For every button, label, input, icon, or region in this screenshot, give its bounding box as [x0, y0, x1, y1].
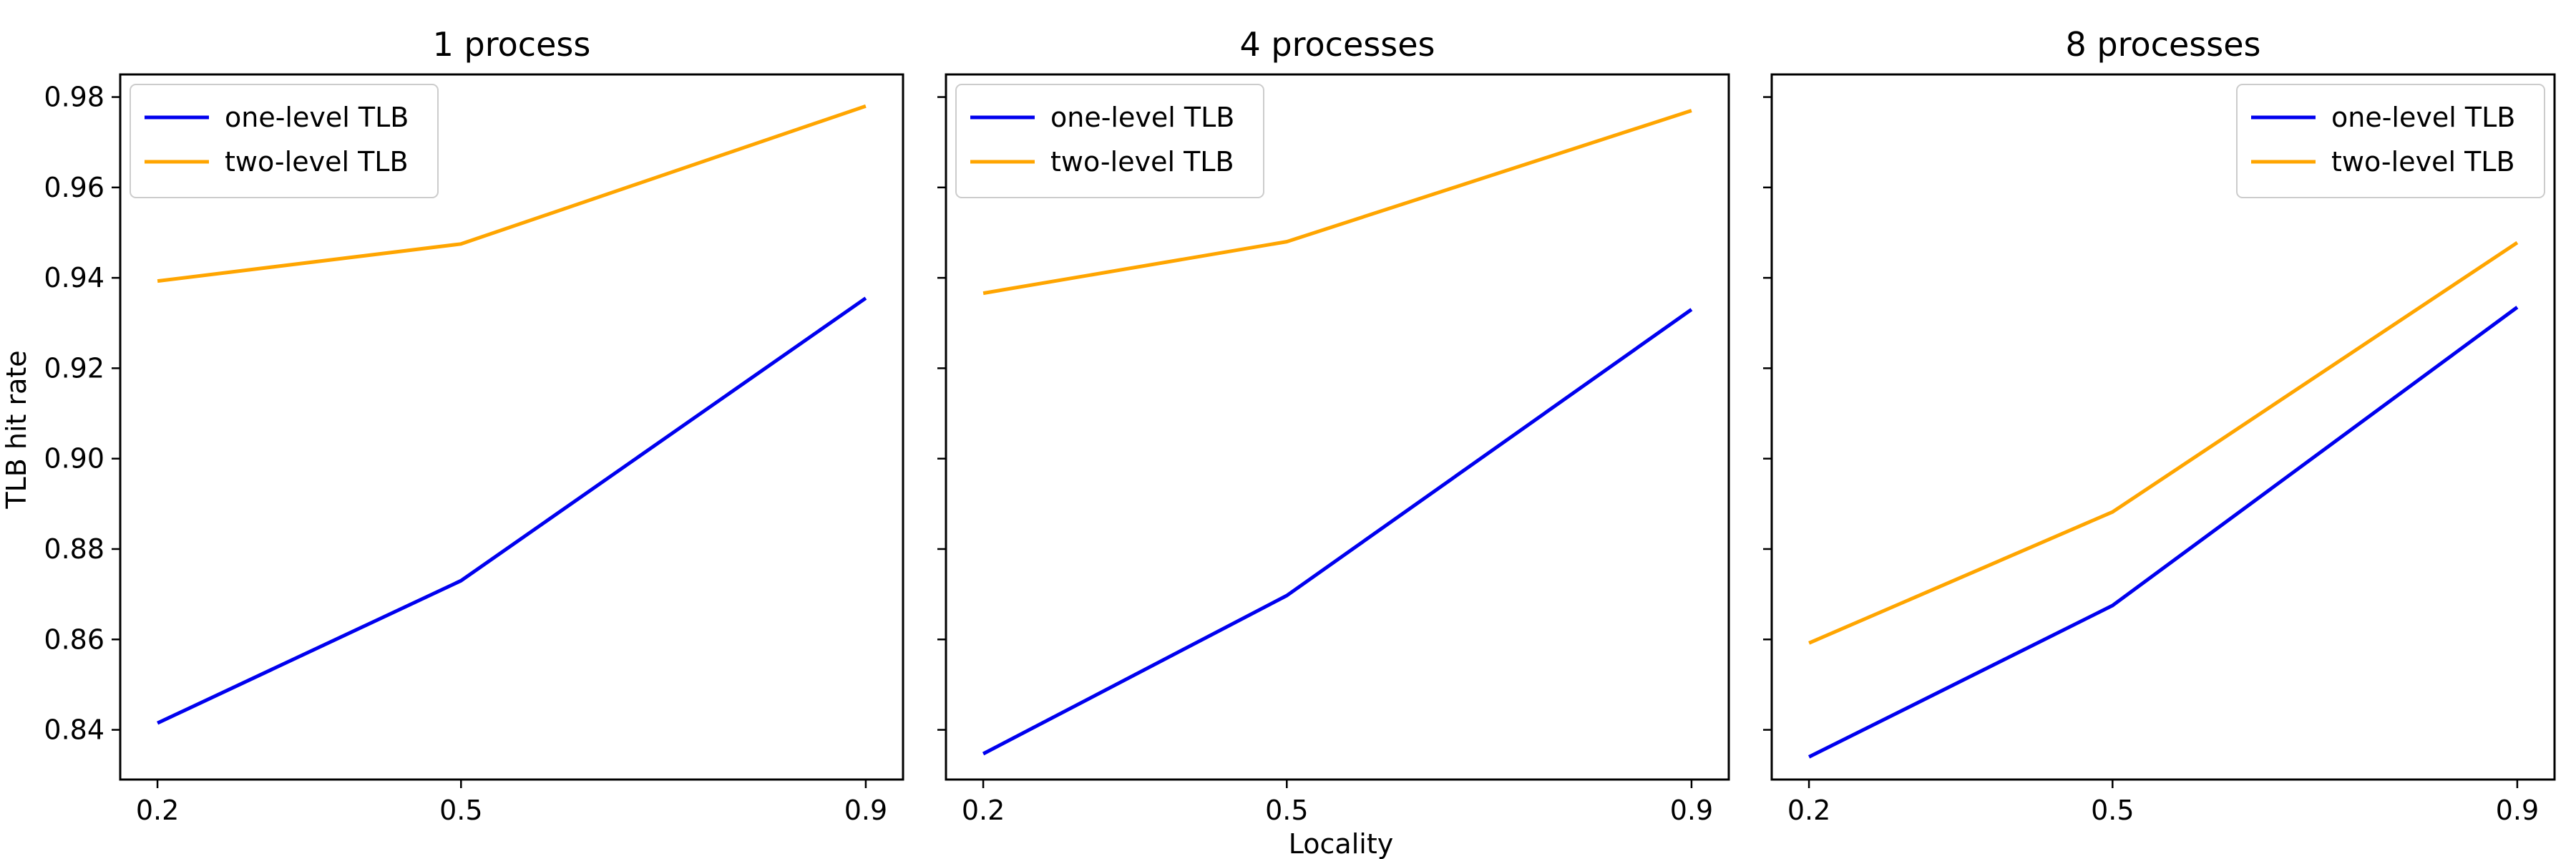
series-line-one-level — [1807, 306, 2519, 759]
plot-frame — [119, 73, 904, 781]
series-line-one-level — [157, 296, 867, 725]
plot-frame — [945, 73, 1730, 781]
legend-label: two-level TLB — [225, 146, 409, 178]
x-tick-label: 0.2 — [1787, 795, 1830, 826]
legend: one-level TLB two-level TLB — [130, 84, 439, 198]
x-tick-label: 0.5 — [439, 795, 482, 826]
chart-panels: 1 process 0.2 0.5 0.9 0.84 0.86 0.88 0.90 0.92 0.… — [44, 25, 2556, 826]
y-tick-label: 0.92 — [44, 352, 104, 384]
legend-box — [2236, 84, 2545, 198]
series-line-one-level — [982, 308, 1693, 756]
series-line-two-level — [982, 109, 1692, 296]
legend-label: one-level TLB — [1050, 102, 1234, 133]
legend: one-level TLB two-level TLB — [2236, 84, 2545, 198]
legend-box — [130, 84, 439, 198]
chart-panel-2: 4 processes 0.2 0.5 0.9 one-level TLB two-lev… — [937, 25, 1730, 826]
x-tick-label: 0.2 — [962, 795, 1005, 826]
chart-panel-3: 8 processes 0.2 0.5 0.9 one-level TLB two-lev… — [1763, 25, 2556, 826]
legend: one-level TLB two-level TLB — [955, 84, 1264, 198]
x-tick-label: 0.9 — [1670, 795, 1713, 826]
x-tick-label: 0.5 — [1265, 795, 1308, 826]
legend-label: two-level TLB — [2331, 146, 2515, 178]
chart-title: 8 processes — [2066, 25, 2261, 64]
y-tick-label: 0.96 — [44, 172, 104, 203]
chart-panel-1: 1 process 0.2 0.5 0.9 0.84 0.86 0.88 0.90 0.92 0.… — [44, 25, 904, 826]
x-tick-label: 0.2 — [136, 795, 179, 826]
plot-frame — [1770, 73, 2556, 781]
y-tick-label: 0.94 — [44, 262, 104, 293]
series-line-two-level — [1808, 241, 2519, 645]
chart-title: 1 process — [433, 25, 591, 64]
y-tick-label: 0.90 — [44, 443, 104, 475]
y-tick-label: 0.98 — [44, 82, 104, 113]
x-axis-label: Locality — [1289, 828, 1393, 859]
legend-label: one-level TLB — [225, 102, 409, 133]
x-tick-label: 0.5 — [2091, 795, 2134, 826]
y-tick-label: 0.86 — [44, 623, 104, 655]
x-tick-label: 0.9 — [2496, 795, 2539, 826]
x-tick-label: 0.9 — [844, 795, 887, 826]
series-line-two-level — [157, 104, 867, 283]
legend-box — [955, 84, 1264, 198]
y-tick-label: 0.84 — [44, 714, 104, 746]
chart-title: 4 processes — [1240, 25, 1435, 64]
legend-label: one-level TLB — [2331, 102, 2515, 133]
y-axis-label: TLB hit rate — [1, 350, 32, 509]
legend-label: two-level TLB — [1050, 146, 1234, 178]
y-tick-label: 0.88 — [44, 533, 104, 565]
